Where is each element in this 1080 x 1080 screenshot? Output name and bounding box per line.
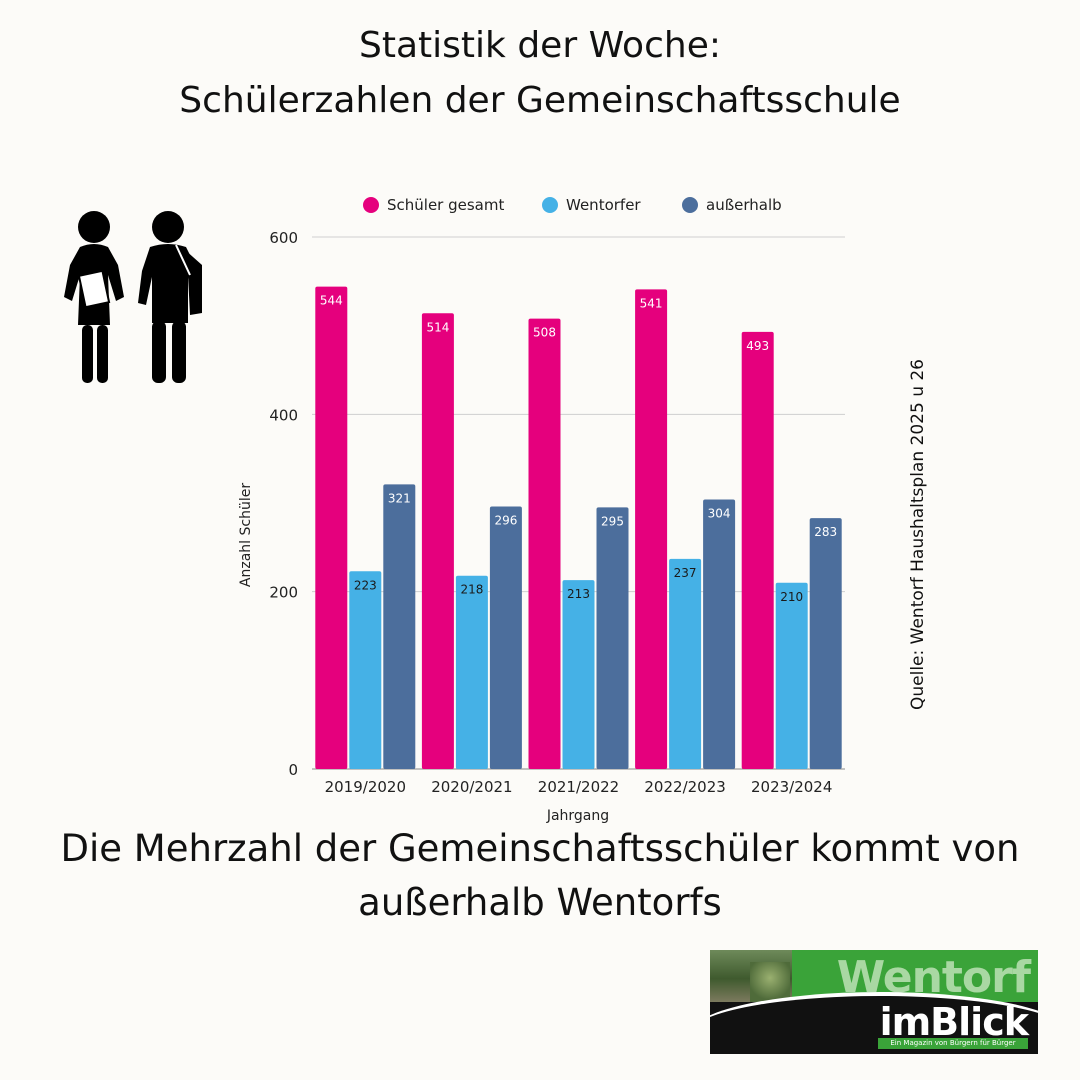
x-axis-ticks: 2019/2020 2020/2021 2021/2022 2022/2023 2023… <box>325 778 833 796</box>
bar-4-2 <box>809 518 842 769</box>
legend-label: außerhalb <box>706 196 782 214</box>
bar-2-0 <box>528 318 561 769</box>
y-axis-label: Anzahl Schüler <box>238 483 254 587</box>
title-line-1: Statistik der Woche: <box>359 25 721 66</box>
bar-1-2 <box>489 506 522 769</box>
y-tick-label: 200 <box>269 584 298 602</box>
legend-item-1: Wentorfer <box>542 196 641 214</box>
data-label: 304 <box>708 506 731 520</box>
legend-swatch <box>542 197 558 213</box>
legend-item-0: Schüler gesamt <box>363 196 504 214</box>
data-label: 296 <box>494 514 517 528</box>
data-label: 218 <box>460 583 483 597</box>
source-note: Quelle: Wentorf Haushaltsplan 2025 u 26 <box>908 359 928 710</box>
data-label: 295 <box>601 514 624 528</box>
y-tick-label: 400 <box>269 406 298 424</box>
legend: Schüler gesamt Wentorfer außerhalb <box>363 196 782 214</box>
bar-3-0 <box>635 289 668 769</box>
x-tick-label: 2023/2024 <box>751 778 832 796</box>
legend-item-2: außerhalb <box>682 196 782 214</box>
data-label: 541 <box>640 296 663 310</box>
x-tick-label: 2021/2022 <box>538 778 619 796</box>
bar-4-0 <box>741 331 774 769</box>
bar-0-0 <box>315 286 348 769</box>
bar-2-2 <box>596 507 629 769</box>
logo-name: imBlick <box>879 1000 1029 1044</box>
data-label: 321 <box>388 491 411 505</box>
page-title: Statistik der Woche: Schülerzahlen der G… <box>0 18 1080 128</box>
bar-3-2 <box>703 499 736 769</box>
data-label: 213 <box>567 587 590 601</box>
conclusion-text: Die Mehrzahl der Gemeinschaftsschüler ko… <box>0 822 1080 930</box>
data-label: 223 <box>354 578 377 592</box>
data-label: 210 <box>780 590 803 604</box>
logo: Wentorf imBlick Ein Magazin von Bürgern … <box>710 950 1038 1054</box>
data-label: 283 <box>814 525 837 539</box>
bar-4-1 <box>775 582 808 769</box>
title-line-2: Schülerzahlen der Gemeinschaftsschule <box>179 80 901 121</box>
data-label: 514 <box>426 320 449 334</box>
bar-chart: Schüler gesamt Wentorfer außerhalb 0 200 400… <box>238 196 845 824</box>
conclusion-line-1: Die Mehrzahl der Gemeinschaftsschüler ko… <box>60 827 1020 870</box>
conclusion-line-2: außerhalb Wentorfs <box>358 881 722 924</box>
y-axis-ticks: 0 200 400 600 <box>269 229 298 779</box>
bar-1-1 <box>455 575 488 769</box>
bars: 544 223 321 514 218 296 508 213 295 541 237 304 493 2… <box>315 286 842 769</box>
students-icon <box>64 211 202 383</box>
x-tick-label: 2020/2021 <box>431 778 512 796</box>
y-tick-label: 600 <box>269 229 298 247</box>
bar-0-1 <box>349 571 382 769</box>
x-axis-label: Jahrgang <box>546 808 609 824</box>
data-label: 508 <box>533 326 556 340</box>
bar-1-0 <box>421 313 454 769</box>
logo-tree <box>750 962 790 1002</box>
logo-tagline: Ein Magazin von Bürgern für Bürger <box>878 1038 1028 1049</box>
y-tick-label: 0 <box>288 761 298 779</box>
bar-2-1 <box>562 580 595 769</box>
legend-label: Schüler gesamt <box>387 196 504 214</box>
legend-label: Wentorfer <box>566 196 641 214</box>
legend-swatch <box>682 197 698 213</box>
x-tick-label: 2022/2023 <box>644 778 725 796</box>
bar-3-1 <box>669 558 702 769</box>
data-label: 237 <box>674 566 697 580</box>
data-label: 544 <box>320 294 343 308</box>
legend-swatch <box>363 197 379 213</box>
x-tick-label: 2019/2020 <box>325 778 406 796</box>
bar-0-2 <box>383 484 416 769</box>
data-label: 493 <box>746 339 769 353</box>
